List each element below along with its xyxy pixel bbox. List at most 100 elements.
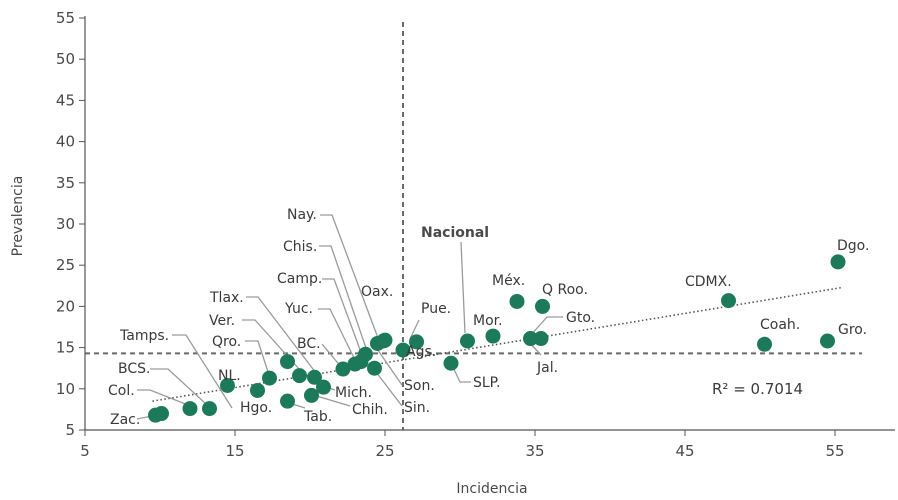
leader-line (172, 334, 233, 409)
r-squared-label: R² = 0.7014 (712, 380, 803, 398)
point-label: Chis. (283, 239, 317, 255)
point-label: Q Roo. (542, 282, 588, 298)
data-point (523, 331, 538, 347)
point-label: Jal. (536, 360, 558, 376)
data-point (830, 254, 846, 270)
data-point (509, 293, 525, 309)
reference-lines (85, 22, 862, 430)
point-label: Col. (108, 383, 135, 399)
data-point (335, 361, 351, 377)
y-tick-label: 50 (56, 50, 75, 68)
data-point (316, 379, 331, 395)
point-label: Son. (404, 378, 435, 394)
leader-line (150, 368, 207, 405)
y-tick-label: 5 (65, 421, 75, 439)
data-point (535, 298, 550, 314)
data-point (376, 333, 391, 349)
y-tick-label: 40 (56, 133, 75, 151)
leader-line (318, 308, 356, 361)
leader-line (374, 345, 403, 386)
data-point (182, 401, 198, 417)
data-point (280, 393, 295, 409)
data-point (395, 342, 411, 358)
leader-line (319, 245, 367, 349)
point-label: Mich. (335, 385, 372, 401)
y-tick-label: 10 (56, 380, 75, 398)
point-label: Zac. (110, 412, 140, 428)
y-tick-label: 25 (56, 256, 75, 274)
point-label: Méx. (492, 273, 525, 289)
data-point (307, 369, 322, 385)
point-label: CDMX. (685, 274, 732, 290)
point-label: Mor. (473, 313, 503, 329)
data-point (304, 387, 319, 403)
point-label: Gro. (838, 322, 867, 338)
data-point (358, 346, 373, 362)
leader-line (245, 340, 269, 373)
point-label: Coah. (760, 317, 800, 333)
point-labels: Zac. Col. BCS. NL. Tamps. Hgo. Qro. Tab. Ver. Tla… (108, 207, 869, 428)
y-tick-label: 55 (56, 9, 75, 27)
leader-line (409, 319, 420, 340)
y-tick-label: 15 (56, 339, 75, 357)
leader-line (451, 364, 471, 383)
point-label: Nay. (287, 207, 317, 223)
data-point (280, 354, 295, 370)
point-label: Pue. (421, 301, 451, 317)
point-label: SLP. (473, 375, 500, 391)
leader-line (320, 214, 379, 339)
point-label: Camp. (277, 271, 322, 287)
leader-line (322, 278, 363, 356)
x-tick-label: 45 (675, 442, 694, 460)
data-point (154, 406, 169, 422)
x-tick-label: 35 (525, 442, 544, 460)
y-axis-title: Prevalencia (10, 176, 26, 257)
point-label: Sin. (404, 400, 430, 416)
x-tick-label: 15 (225, 442, 244, 460)
point-label: Tab. (303, 409, 332, 425)
data-point (485, 328, 501, 344)
data-point (262, 370, 277, 386)
leader-line (460, 241, 466, 334)
point-label: BCS. (118, 361, 150, 377)
data-point (250, 382, 265, 398)
point-label: Oax. (361, 284, 393, 300)
leader-line (242, 319, 301, 371)
point-label: Tlax. (209, 290, 244, 306)
point-label: Yuc. (284, 301, 313, 317)
point-label: Qro. (212, 334, 241, 350)
data-point (367, 360, 382, 376)
point-label: Ver. (209, 313, 235, 329)
point-label: Ags. (406, 344, 436, 360)
point-label: Tamps. (119, 328, 169, 344)
data-point (721, 293, 736, 309)
data-points (148, 254, 846, 423)
x-axis-title: Incidencia (456, 481, 527, 497)
point-label: Gto. (566, 310, 595, 326)
data-point (757, 336, 772, 352)
data-point (820, 333, 835, 349)
data-point (409, 334, 424, 350)
y-tick-label: 30 (56, 215, 75, 233)
point-label: Chih. (352, 402, 388, 418)
point-label: BC. (297, 336, 321, 352)
data-point (292, 368, 307, 384)
leader-line (529, 316, 563, 337)
leader-line (246, 296, 317, 374)
y-tick-label: 45 (56, 91, 75, 109)
point-label: Dgo. (837, 238, 869, 254)
data-point (202, 401, 217, 417)
x-tick-label: 5 (80, 442, 90, 460)
data-point (220, 378, 235, 394)
y-tick-label: 20 (56, 297, 75, 315)
point-label: Hgo. (240, 400, 272, 416)
data-point (533, 331, 549, 347)
y-tick-label: 35 (56, 174, 75, 192)
point-label: NL. (218, 368, 241, 384)
x-tick-label: 25 (375, 442, 394, 460)
data-point (460, 333, 475, 349)
data-point (443, 355, 459, 371)
point-label: Nacional (421, 225, 489, 241)
